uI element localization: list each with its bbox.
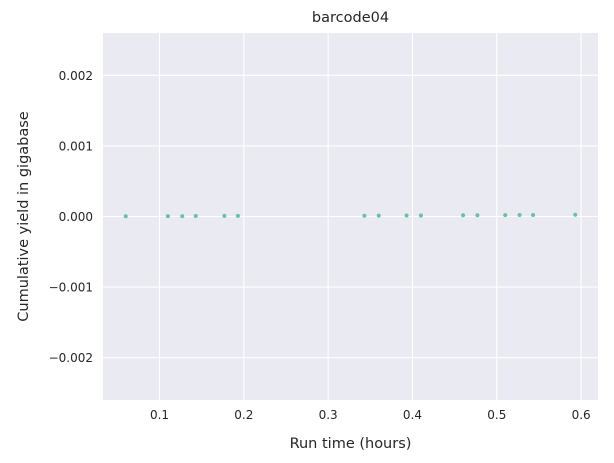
y-tick-labels: 0.002 0.001 0.000 −0.001 −0.002 xyxy=(49,69,93,365)
data-point xyxy=(222,213,227,218)
x-tick-label: 0.2 xyxy=(234,408,253,422)
data-point xyxy=(376,213,381,218)
y-tick-label: 0.000 xyxy=(59,210,93,224)
y-axis-label: Cumulative yield in gigabase xyxy=(16,111,32,322)
data-point xyxy=(404,213,409,218)
data-point xyxy=(517,213,522,218)
x-tick-label: 0.3 xyxy=(319,408,338,422)
data-point xyxy=(193,214,198,219)
grid-lines xyxy=(103,33,598,400)
data-point xyxy=(418,213,423,218)
data-point xyxy=(503,213,508,218)
data-point xyxy=(573,212,578,217)
x-tick-label: 0.5 xyxy=(487,408,506,422)
data-point xyxy=(531,212,536,217)
data-point xyxy=(180,214,185,219)
y-tick-label: −0.002 xyxy=(49,351,93,365)
data-point xyxy=(123,214,128,219)
y-tick-label: 0.001 xyxy=(59,139,93,153)
x-tick-label: 0.6 xyxy=(572,408,591,422)
data-point xyxy=(362,213,367,218)
y-tick-label: −0.001 xyxy=(49,281,93,295)
x-tick-label: 0.4 xyxy=(403,408,422,422)
data-points xyxy=(123,212,578,219)
data-point xyxy=(475,213,480,218)
y-tick-label: 0.002 xyxy=(59,69,93,83)
x-tick-label: 0.1 xyxy=(150,408,169,422)
data-point xyxy=(165,214,170,219)
data-point xyxy=(235,213,240,218)
x-axis-label: Run time (hours) xyxy=(290,436,412,452)
x-tick-labels: 0.1 0.2 0.3 0.4 0.5 0.6 xyxy=(150,408,591,422)
chart-title: barcode04 xyxy=(312,10,389,26)
data-point xyxy=(461,213,466,218)
